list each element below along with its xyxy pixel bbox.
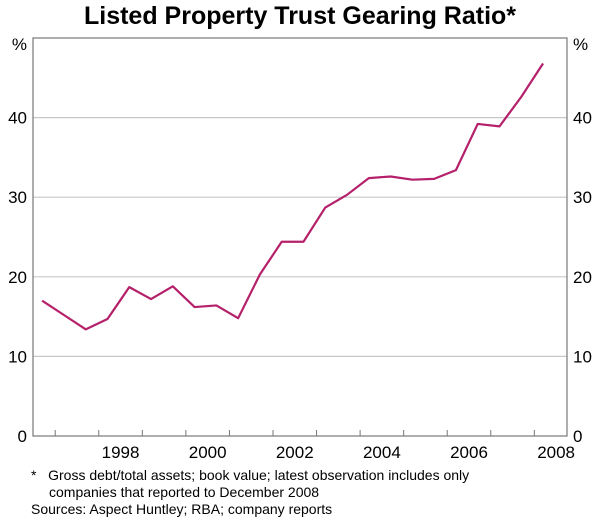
plot-frame bbox=[32, 37, 568, 437]
y-tick-label-right: 30 bbox=[573, 188, 592, 207]
footnote-line2: companies that reported to December 2008 bbox=[49, 484, 320, 500]
y-tick-label-right: 20 bbox=[573, 268, 592, 287]
y-unit-left: % bbox=[12, 35, 27, 54]
x-tick-label: 2000 bbox=[189, 443, 227, 462]
chart-title: Listed Property Trust Gearing Ratio* bbox=[83, 2, 517, 30]
y-tick-label-right: 10 bbox=[573, 347, 592, 366]
footnotes: * Gross debt/total assets; book value; l… bbox=[31, 467, 469, 518]
y-tick-label-left: 10 bbox=[8, 347, 27, 366]
plot-area: 0 0 10 10 20 20 30 30 40 40% % 1998 2000 2002 2004 2006… bbox=[8, 35, 592, 462]
y-tick-label-right: 40 bbox=[573, 109, 592, 128]
y-tick-label-left: 0 bbox=[18, 427, 27, 446]
y-tick-label-right: 0 bbox=[573, 427, 582, 446]
x-tick-label: 2008 bbox=[537, 443, 575, 462]
sources: Sources: Aspect Huntley; RBA; company re… bbox=[31, 501, 333, 517]
x-tick-label: 2002 bbox=[276, 443, 314, 462]
x-tick-label: 1998 bbox=[102, 443, 140, 462]
footnote-line1: Gross debt/total assets; book value; lat… bbox=[48, 467, 470, 483]
y-tick-label-left: 30 bbox=[8, 188, 27, 207]
y-tick-label-left: 40 bbox=[8, 109, 27, 128]
footnote-star: * bbox=[31, 467, 37, 483]
x-tick-label: 2004 bbox=[363, 443, 401, 462]
y-tick-label-left: 20 bbox=[8, 268, 27, 287]
series-line-gearing bbox=[41, 62, 544, 331]
y-unit-right: % bbox=[573, 35, 588, 54]
x-tick-label: 2006 bbox=[450, 443, 488, 462]
